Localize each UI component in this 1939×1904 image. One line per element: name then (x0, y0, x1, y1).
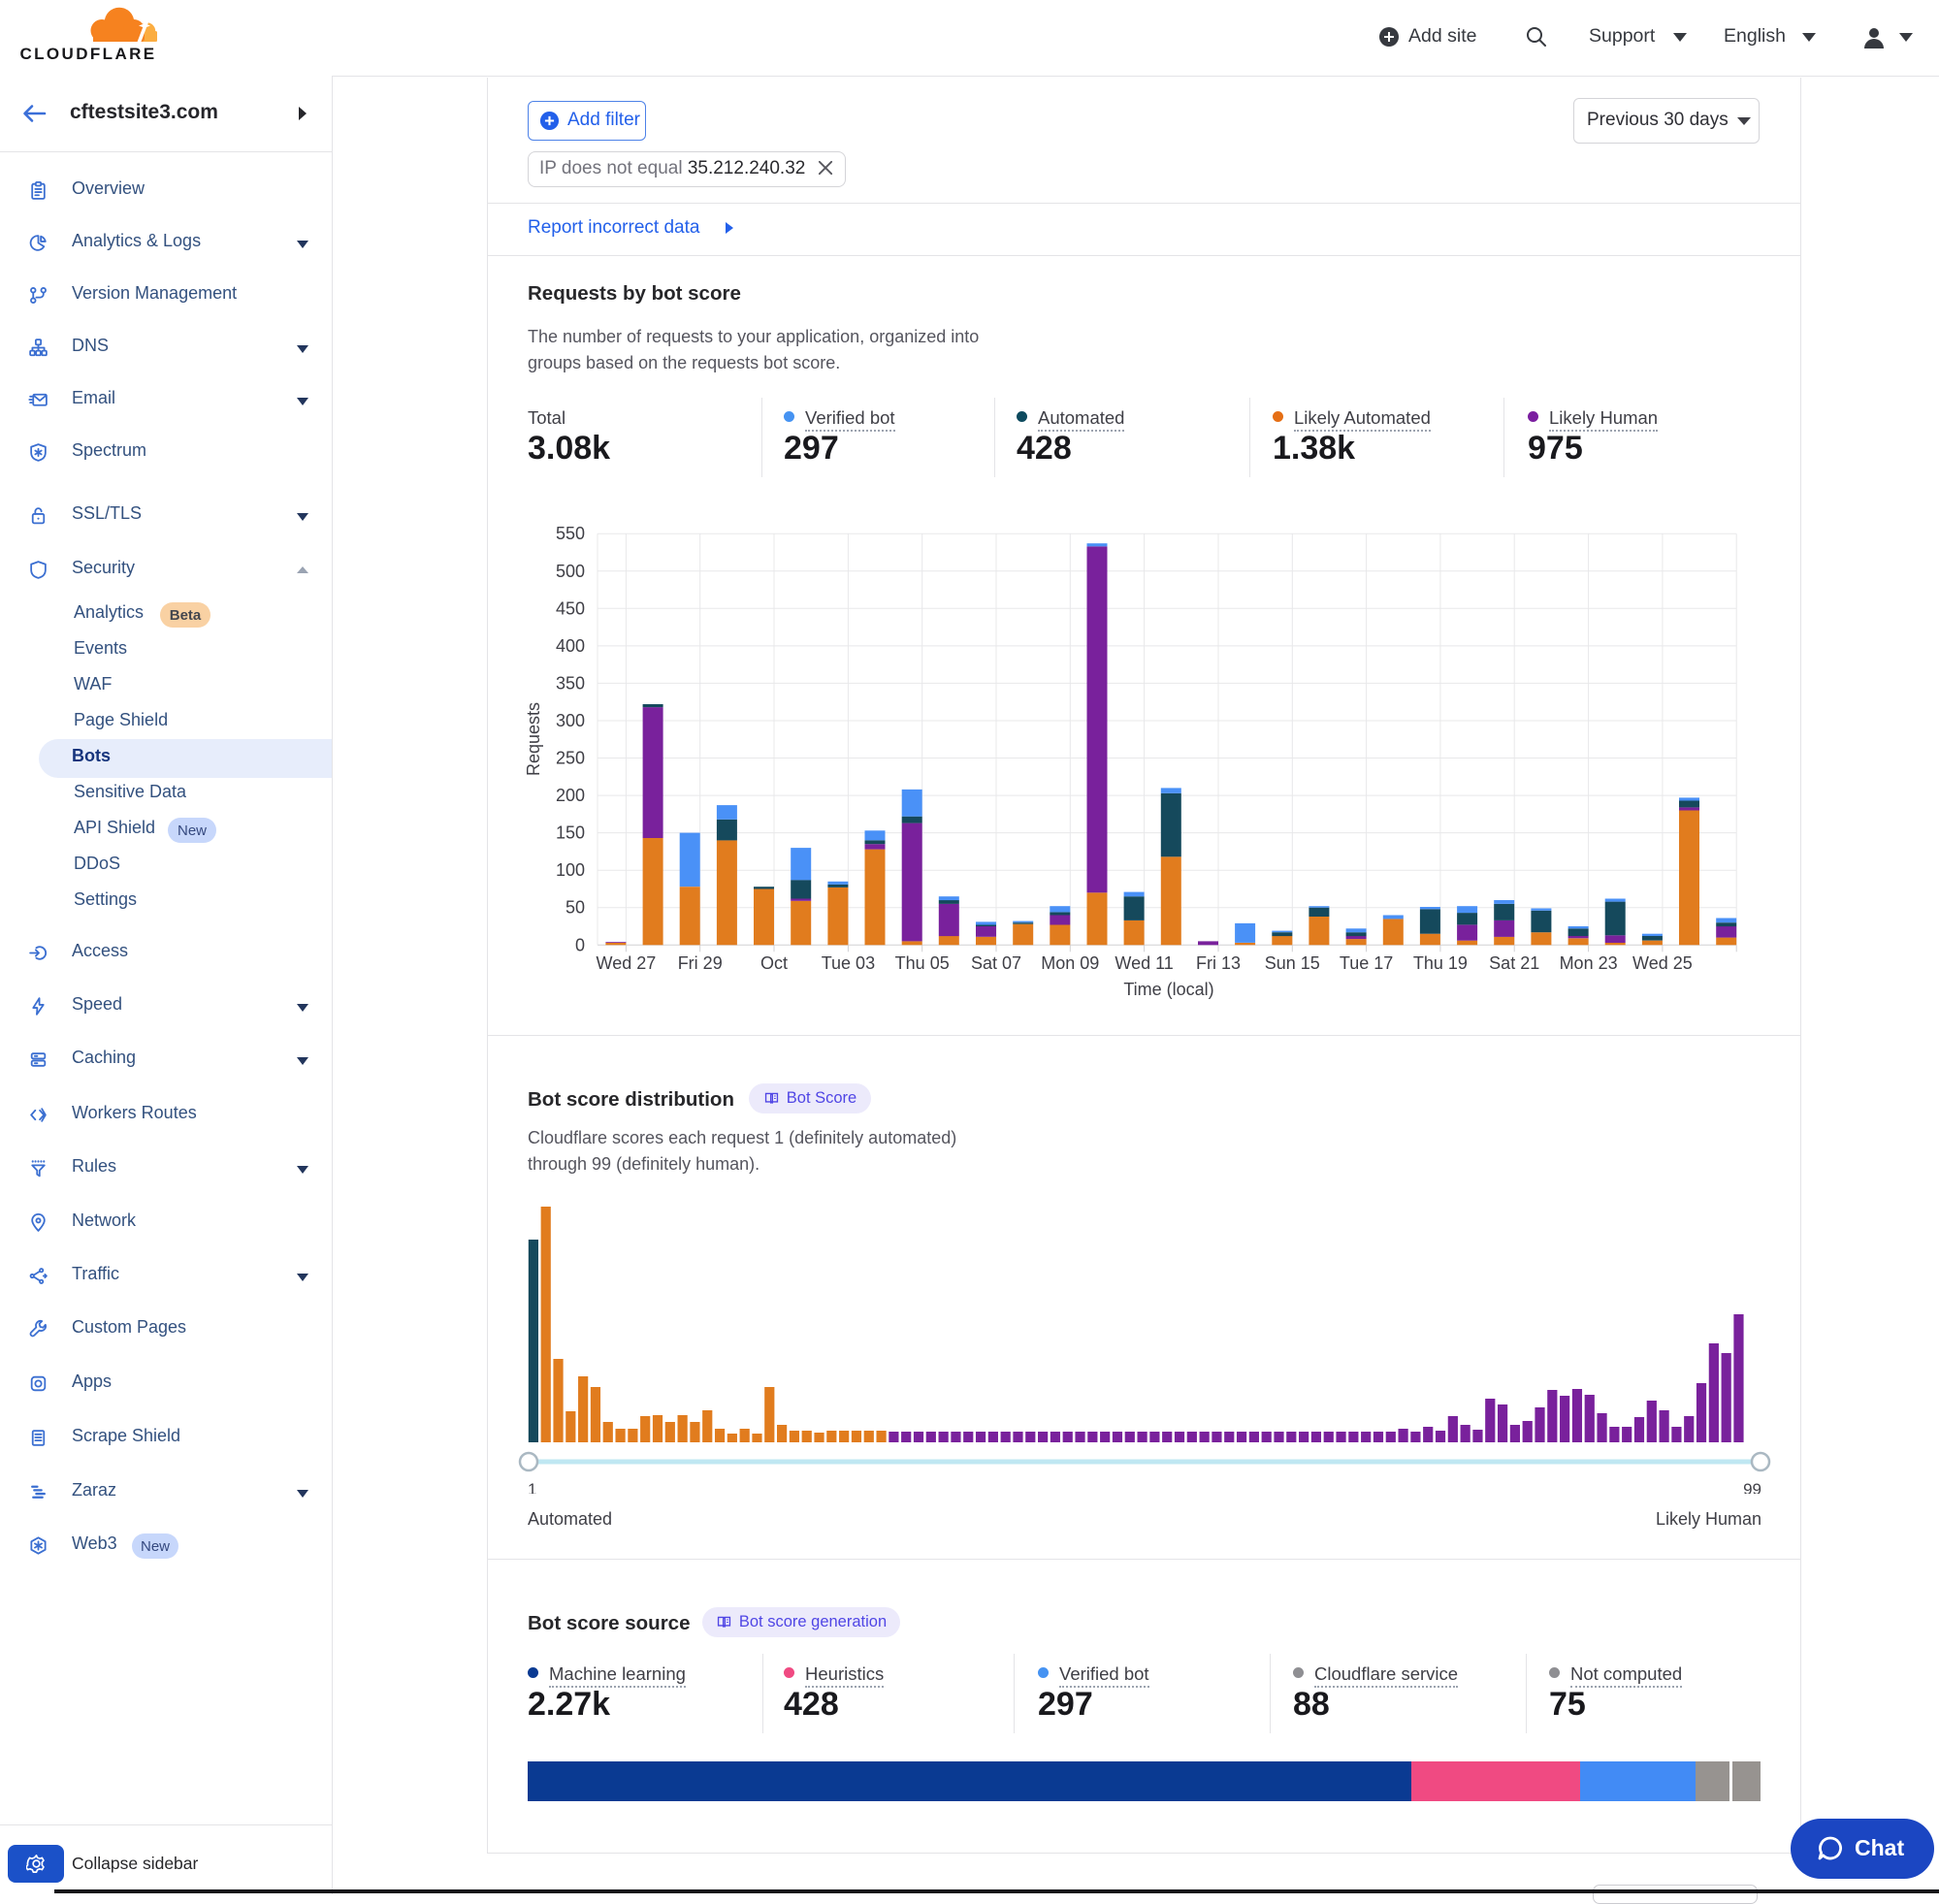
svg-text:Mon 09: Mon 09 (1041, 953, 1099, 973)
svg-text:400: 400 (556, 636, 585, 656)
svg-text:99: 99 (1743, 1480, 1761, 1494)
svg-text:Tue 17: Tue 17 (1340, 953, 1393, 973)
svg-text:1: 1 (528, 1480, 536, 1494)
svg-text:350: 350 (556, 673, 585, 693)
svg-text:Mon 23: Mon 23 (1560, 953, 1618, 973)
svg-text:250: 250 (556, 749, 585, 768)
svg-text:300: 300 (556, 711, 585, 730)
svg-text:Sat 07: Sat 07 (971, 953, 1021, 973)
svg-text:50: 50 (566, 898, 585, 918)
svg-text:Oct: Oct (760, 953, 788, 973)
svg-text:150: 150 (556, 823, 585, 843)
svg-text:Sat 21: Sat 21 (1489, 953, 1539, 973)
svg-text:Wed 27: Wed 27 (597, 953, 657, 973)
svg-text:100: 100 (556, 860, 585, 880)
svg-text:Fri 29: Fri 29 (678, 953, 723, 973)
svg-text:Tue 03: Tue 03 (822, 953, 875, 973)
svg-text:500: 500 (556, 562, 585, 581)
svg-text:Fri 13: Fri 13 (1196, 953, 1241, 973)
svg-text:Thu 05: Thu 05 (895, 953, 950, 973)
svg-text:Wed 25: Wed 25 (1632, 953, 1693, 973)
svg-text:Requests: Requests (524, 702, 543, 776)
svg-text:550: 550 (556, 524, 585, 543)
svg-text:Wed 11: Wed 11 (1115, 953, 1173, 973)
svg-text:Thu 19: Thu 19 (1413, 953, 1468, 973)
svg-text:0: 0 (575, 935, 585, 954)
svg-text:200: 200 (556, 786, 585, 805)
svg-text:Time (local): Time (local) (1123, 980, 1213, 999)
svg-text:450: 450 (556, 598, 585, 618)
svg-text:Sun 15: Sun 15 (1265, 953, 1320, 973)
